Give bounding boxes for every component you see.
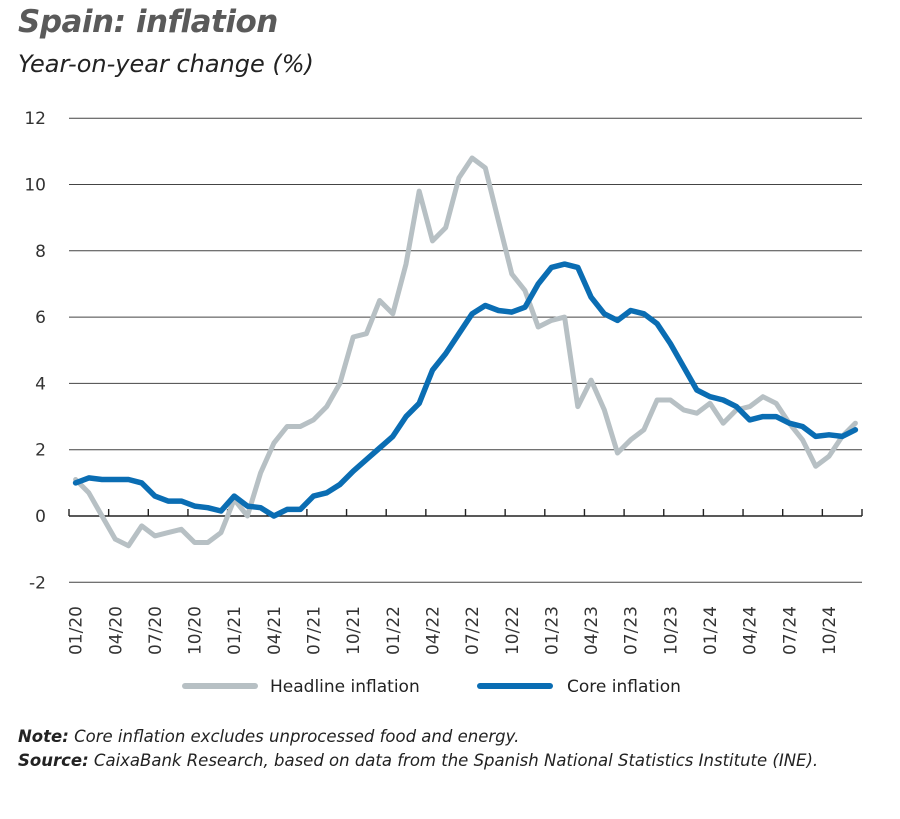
x-tick-label: 01/22 (384, 606, 404, 655)
x-tick-label: 10/21 (344, 606, 364, 655)
source-text: CaixaBank Research, based on data from t… (88, 751, 819, 770)
legend-label: Core inflation (567, 677, 681, 697)
x-tick-label: 04/23 (582, 606, 602, 655)
x-tick-label: 10/20 (186, 606, 206, 655)
y-tick-label: 2 (35, 441, 46, 461)
legend-label: Headline inflation (270, 677, 420, 697)
series-line-headline (73, 155, 858, 549)
x-tick-label: 04/21 (265, 606, 285, 655)
note-line: Note: Core inflation excludes unprocesse… (18, 725, 818, 749)
note-label: Note: (18, 727, 69, 746)
source-line: Source: CaixaBank Research, based on dat… (18, 749, 818, 773)
series-line-core (72, 261, 859, 519)
x-tick-label: 07/22 (463, 606, 483, 655)
y-tick-label: -2 (29, 573, 46, 593)
chart-title: Spain: inflation (18, 4, 278, 40)
note-text: Core inflation excludes unprocessed food… (68, 727, 520, 746)
y-tick-label: 12 (24, 109, 46, 129)
x-tick-label: 04/20 (106, 606, 126, 655)
source-label: Source: (18, 751, 89, 770)
x-tick-label: 07/24 (780, 606, 800, 655)
x-tick-label: 07/23 (622, 606, 642, 655)
x-tick-label: 10/23 (661, 606, 681, 655)
x-tick-label: 01/23 (542, 606, 562, 655)
x-tick-label: 04/22 (423, 606, 443, 655)
x-tick-label: 01/20 (67, 606, 87, 655)
x-tick-label: 07/20 (146, 606, 166, 655)
x-tick-label: 04/24 (741, 606, 761, 655)
x-tick-label: 10/22 (503, 606, 523, 655)
x-tick-label: 01/24 (701, 606, 721, 655)
x-tick-label: 10/24 (820, 606, 840, 655)
x-tick-label: 07/21 (305, 606, 325, 655)
chart-notes: Note: Core inflation excludes unprocesse… (18, 725, 818, 773)
x-tick-label: 01/21 (225, 606, 245, 655)
y-tick-label: 6 (35, 308, 46, 328)
chart-subtitle: Year-on-year change (%) (18, 50, 314, 78)
y-tick-label: 4 (35, 374, 46, 394)
y-tick-label: 10 (24, 176, 46, 196)
y-tick-label: 8 (35, 242, 46, 262)
y-tick-label: 0 (35, 507, 46, 527)
